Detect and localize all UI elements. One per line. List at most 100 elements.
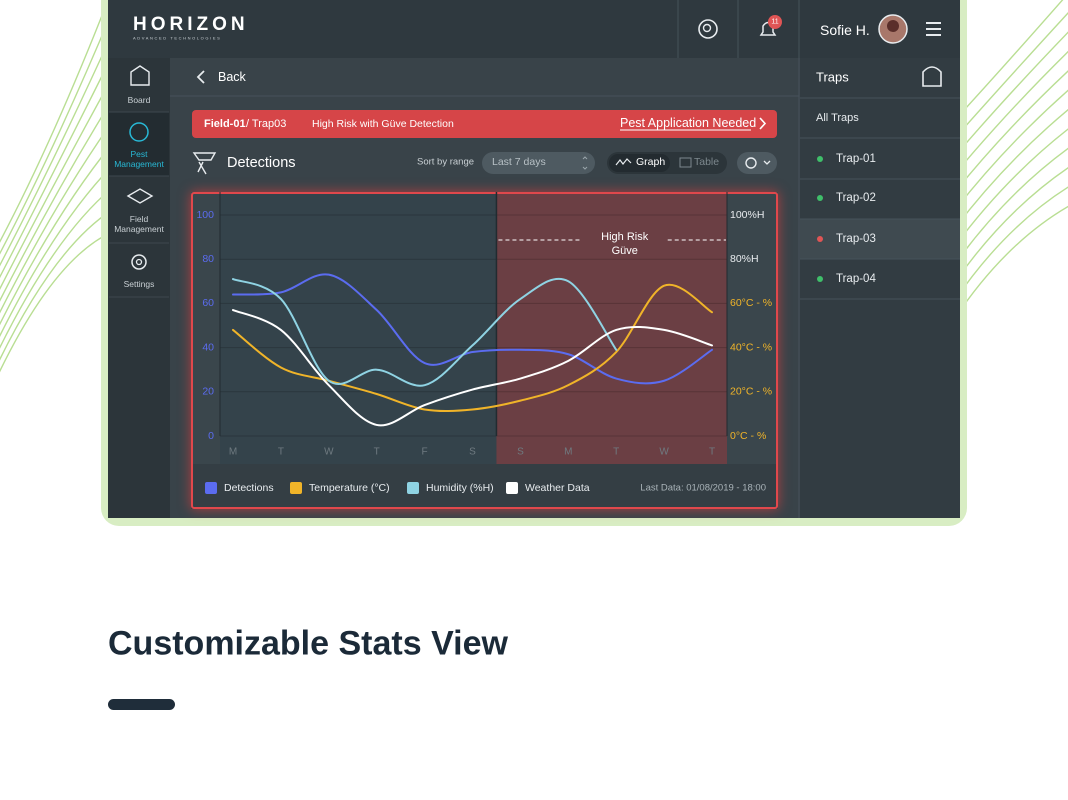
range-value[interactable]: Last 7 days: [492, 156, 546, 168]
decor-curve: [0, 11, 113, 255]
annotation: High Risk: [601, 231, 649, 243]
x-tick-label: T: [374, 447, 380, 458]
traps-title: Traps: [816, 69, 849, 85]
trap-status: [817, 156, 823, 162]
view-option[interactable]: Table: [694, 156, 720, 168]
select-arrows: [582, 156, 588, 170]
user-name[interactable]: Sofie H.: [820, 22, 870, 38]
decor-curve: [954, 89, 1068, 211]
decor-curve: [954, 31, 1068, 157]
legend-bg: [191, 464, 778, 509]
decor-curve: [954, 70, 1068, 193]
range-select[interactable]: [482, 152, 595, 174]
x-tick-label: S: [469, 447, 476, 458]
search-icon-glass: [702, 23, 712, 33]
panel-title: Detections: [227, 155, 296, 171]
back-chevron[interactable]: [196, 70, 205, 84]
alert-chevron[interactable]: [759, 117, 767, 130]
alert-message: High Risk with Güve Detection: [312, 118, 454, 130]
trap-item[interactable]: Trap-03: [836, 233, 876, 245]
trap-item[interactable]: Trap-04: [836, 273, 876, 285]
alert-bar: [192, 110, 777, 138]
nav-item[interactable]: Field Management: [114, 214, 164, 234]
decor-curve: [0, 209, 113, 361]
risk-region: [496, 192, 727, 464]
traps-icon[interactable]: [922, 66, 942, 87]
header-bar: [108, 0, 960, 58]
back-link[interactable]: Back: [218, 70, 246, 84]
settings-button[interactable]: [737, 152, 777, 174]
x-tick-label: W: [659, 447, 669, 458]
x-tick-label: T: [613, 447, 619, 458]
decor-curve: [0, 143, 113, 326]
x-tick-label: T: [709, 447, 715, 458]
gear-icon: [745, 157, 757, 169]
nav-item[interactable]: Settings: [123, 279, 155, 289]
decor-curve: [954, 167, 1068, 283]
alert-action[interactable]: Pest Application Needed: [620, 116, 757, 130]
legend-label: Weather Data: [525, 482, 590, 494]
decor-curve: [954, 186, 1068, 301]
y2-tick-label: 0°C - %: [730, 430, 766, 442]
y-tick-label: 40: [202, 341, 214, 353]
decor-curve: [0, 231, 113, 373]
legend-swatch: [290, 482, 302, 494]
heading-underline: [108, 699, 175, 710]
alert-field: Field-01: [204, 118, 246, 130]
notification-count: 11: [771, 18, 779, 26]
pest-icon: [129, 122, 149, 142]
graph-icon: [615, 158, 632, 166]
trap-item[interactable]: Trap-01: [836, 153, 876, 165]
search-icon[interactable]: [698, 19, 718, 39]
chart: 0 20 40 60 80 100 0°C - % 20°C - % 40°C - % 60°C …: [191, 192, 778, 509]
settings-icon-core: [135, 258, 143, 266]
decor-curve: [954, 147, 1068, 265]
y-tick-label: 20: [202, 386, 214, 398]
decor-curve: [954, 108, 1068, 229]
all-traps[interactable]: All Traps: [816, 112, 859, 124]
chart-border: [191, 192, 778, 509]
last-data: Last Data: 01/08/2019 - 18:00: [640, 483, 766, 494]
y-tick-label: 0: [208, 430, 214, 442]
y2-tick-label: 20°C - %: [730, 386, 772, 398]
legend-label: Humidity (%H): [426, 482, 494, 494]
gear-chevron: [763, 160, 771, 165]
badge: [768, 15, 782, 29]
field-icon: [126, 188, 154, 204]
trap-status: [817, 236, 823, 242]
x-tick-label: M: [564, 447, 572, 458]
trap-status: [817, 276, 823, 282]
nav-item[interactable]: Pest Management: [114, 149, 164, 169]
detections-icon: [192, 152, 217, 175]
nav-item[interactable]: Board: [127, 95, 151, 105]
y2-tick-label: 40°C - %: [730, 341, 772, 353]
trap-item[interactable]: Trap-02: [836, 192, 876, 204]
brand-name: HORIZON: [133, 14, 249, 35]
trap-selected: [800, 219, 960, 259]
legend-swatch: [407, 482, 419, 494]
decor-curve: [0, 0, 109, 243]
decor-curve: [954, 12, 1068, 139]
decor-curve: [0, 99, 113, 302]
y2-tick-label: 80%H: [730, 253, 759, 265]
alert-trap: / Trap03: [246, 118, 287, 130]
y-tick-label: 60: [202, 297, 214, 309]
x-tick-label: F: [422, 447, 428, 458]
sort-label: Sort by range: [417, 156, 475, 168]
legend-swatch: [506, 482, 518, 494]
y-tick-label: 80: [202, 253, 214, 265]
brand-tagline: ADVANCED TECHNOLOGIES: [133, 35, 222, 41]
trap-status: [817, 195, 823, 201]
menu-icon[interactable]: [926, 22, 941, 36]
footer-heading: Customizable Stats View: [108, 624, 508, 663]
plot-bg: [220, 192, 497, 464]
x-tick-label: M: [229, 447, 237, 458]
table-icon: [679, 157, 692, 168]
series-line: [232, 309, 713, 427]
settings-icon: [131, 254, 147, 270]
toggle-active[interactable]: [609, 154, 670, 172]
view-option[interactable]: Graph: [636, 156, 666, 168]
decor-curve: [954, 0, 1064, 121]
decor-curve: [0, 55, 113, 279]
